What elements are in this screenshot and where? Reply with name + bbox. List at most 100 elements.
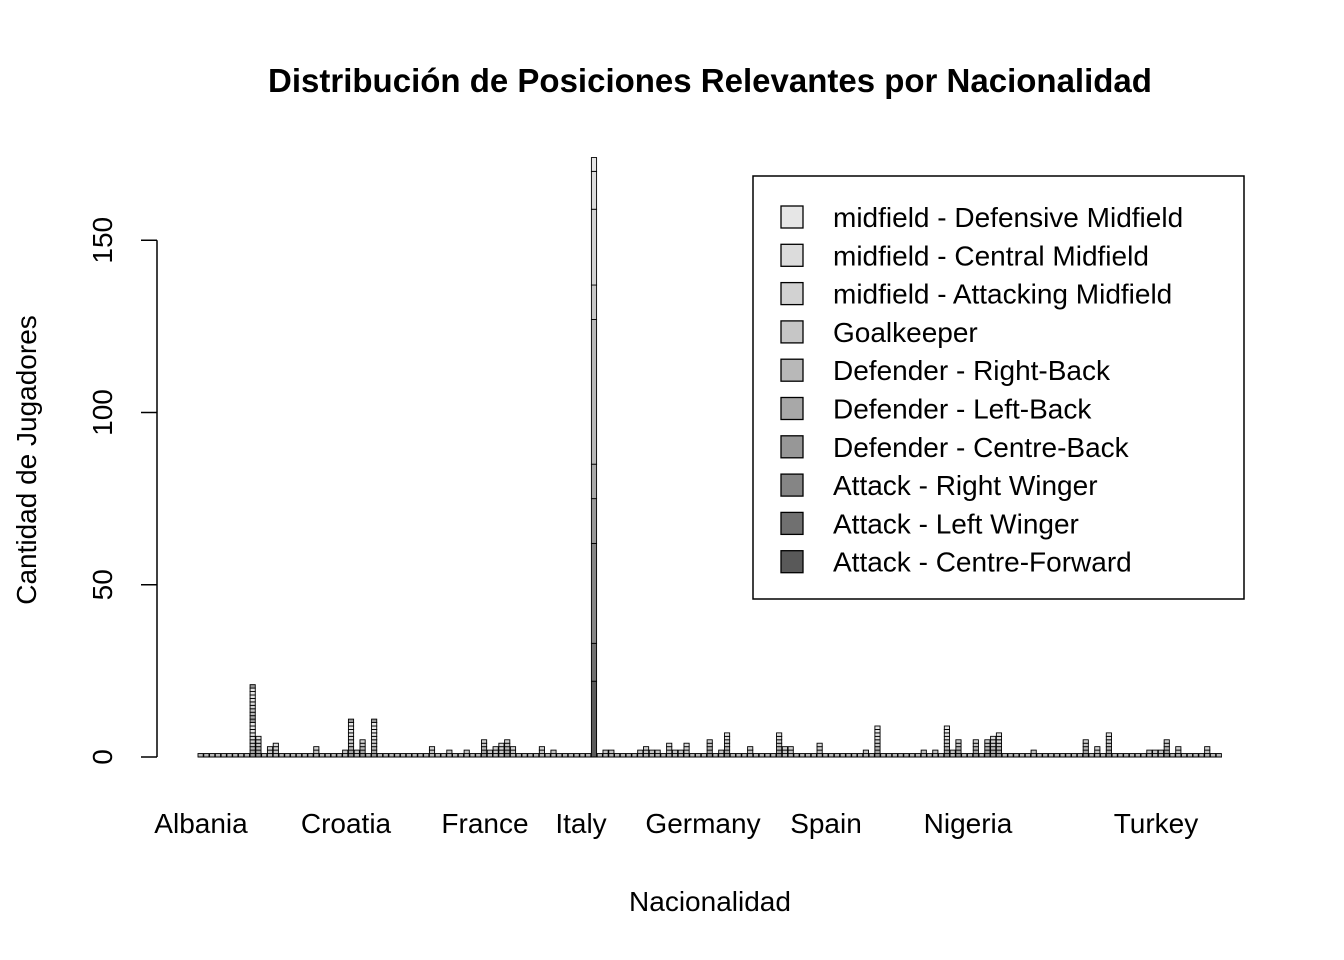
bar (793, 753, 800, 758)
bar (261, 753, 268, 758)
bar-segment (967, 753, 974, 758)
bar-segment (249, 732, 256, 737)
bar-segment (1204, 746, 1211, 751)
bar-segment (683, 742, 690, 748)
bar-segment (579, 753, 586, 758)
bar-segment (990, 735, 997, 741)
bar-segment (926, 753, 933, 758)
bar-segment (342, 749, 349, 754)
bar-segment (544, 753, 551, 758)
legend-label: Attack - Right Winger (833, 470, 1098, 501)
bar-segment (272, 746, 279, 751)
bar-segment (1140, 753, 1147, 758)
bar-segment (602, 749, 609, 754)
bar-segment (1030, 753, 1037, 758)
bar-segment (371, 725, 378, 730)
legend-swatch (780, 396, 804, 421)
bar-segment (1082, 749, 1089, 754)
bar-segment (469, 753, 476, 758)
bar (573, 753, 580, 758)
bar-segment (590, 542, 598, 644)
bar-segment (1105, 732, 1112, 737)
bar-segment (249, 749, 256, 754)
bar-segment (463, 753, 470, 758)
bar-segment (758, 753, 765, 758)
bar-segment (1071, 753, 1078, 758)
bar (232, 753, 239, 758)
bar (1105, 732, 1112, 758)
bar (816, 742, 823, 758)
bar-segment (747, 746, 754, 751)
legend-label: Defender - Right-Back (833, 355, 1111, 386)
bar-segment (764, 753, 771, 758)
bar (695, 753, 702, 758)
bar-segment (590, 319, 598, 465)
bar-segment (781, 746, 788, 751)
legend-swatch (780, 205, 804, 229)
legend-item: Defender - Left-Back (780, 394, 1092, 425)
bar-segment (874, 742, 881, 748)
bar-segment (481, 739, 488, 744)
bar-segment (1181, 753, 1188, 758)
bar-segment (255, 749, 262, 754)
y-tick-label: 50 (87, 569, 118, 600)
bar (365, 753, 372, 758)
bar (1134, 753, 1141, 758)
bar-segment (712, 753, 719, 758)
bar (683, 742, 690, 758)
bar-segment (874, 732, 881, 737)
bar-segment (492, 746, 499, 751)
bar-segment (914, 753, 922, 758)
bar-segment (394, 753, 401, 758)
bar (313, 746, 320, 758)
bar-segment (943, 739, 950, 744)
bar-segment (978, 753, 985, 758)
bar-segment (243, 753, 250, 758)
bar (914, 753, 922, 758)
bar (874, 725, 881, 758)
bar-segment (261, 753, 268, 758)
bar-segment (481, 749, 488, 754)
bar-segment (255, 753, 262, 758)
bar-segment (452, 753, 459, 758)
bar-segment (643, 749, 650, 754)
bar-segment (249, 746, 256, 751)
bar-segment (1094, 753, 1101, 758)
bar-segment (214, 753, 222, 758)
bar (567, 753, 574, 758)
bar-segment (1105, 739, 1112, 744)
bar (347, 718, 355, 758)
bar (967, 753, 974, 758)
bar-segment (1036, 753, 1043, 758)
bar (770, 753, 777, 758)
bar-segment (1146, 753, 1153, 758)
bar (596, 753, 603, 758)
bar-segment (590, 284, 598, 320)
bar-segment (724, 735, 731, 741)
bar (284, 753, 291, 758)
bar (764, 753, 771, 758)
bar-segment (816, 742, 823, 748)
bar (972, 739, 979, 758)
bar-segment (590, 680, 598, 758)
bar-segment (509, 746, 517, 751)
bar-segment (492, 749, 499, 754)
bar-segment (590, 498, 598, 544)
bar-segment (1019, 753, 1026, 758)
bar-segment (706, 739, 713, 744)
bar-segment (371, 732, 378, 737)
bar-segment (776, 753, 783, 758)
bar (515, 753, 522, 758)
bar (527, 753, 534, 758)
bar-segment (197, 753, 204, 758)
bar-segment (666, 749, 673, 754)
bar (209, 753, 216, 758)
bar-segment (683, 753, 690, 758)
bar-segment (1157, 753, 1164, 758)
bar-segment (249, 711, 256, 717)
bar-segment (498, 749, 505, 754)
bar-segment (1105, 735, 1112, 741)
bar (990, 735, 997, 758)
bar-segment (347, 753, 355, 758)
bar (249, 684, 256, 758)
